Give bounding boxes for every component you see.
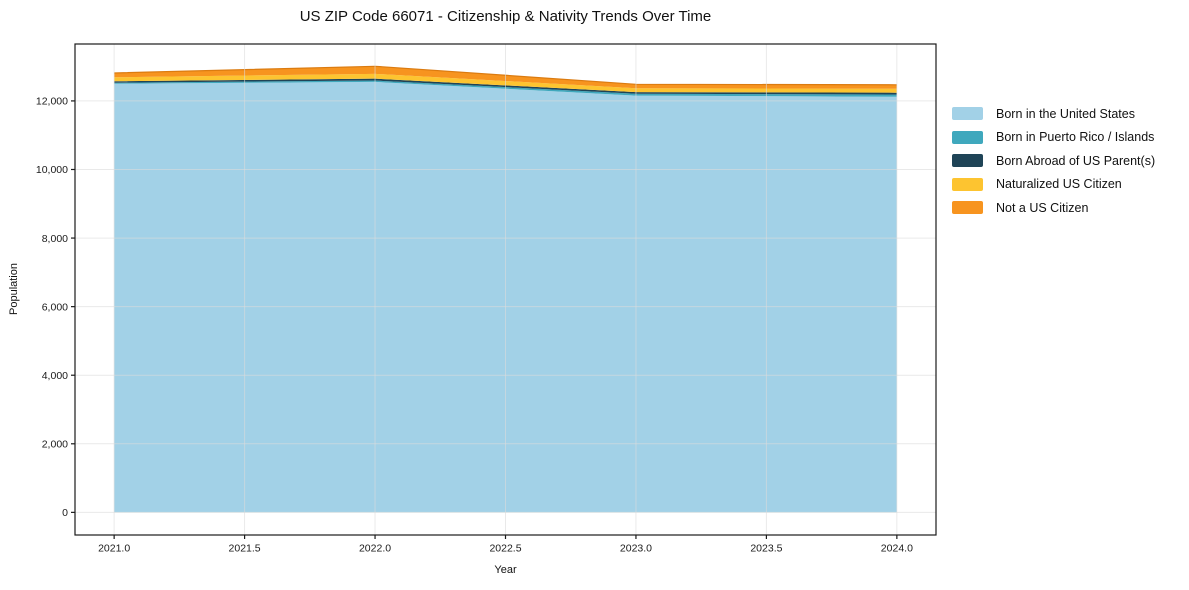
x-tick-label: 2024.0 bbox=[881, 543, 913, 555]
y-tick-label: 6,000 bbox=[42, 301, 68, 313]
x-tick-label: 2021.0 bbox=[98, 543, 130, 555]
y-tick-label: 2,000 bbox=[42, 438, 68, 450]
legend-item-born-abroad-of-us-parent-s: Born Abroad of US Parent(s) bbox=[952, 149, 1155, 173]
y-tick-label: 12,000 bbox=[36, 96, 68, 108]
y-tick-label: 0 bbox=[62, 507, 68, 519]
x-tick-label: 2023.5 bbox=[750, 543, 782, 555]
legend-swatch-icon bbox=[952, 154, 983, 168]
legend-swatch-icon bbox=[952, 177, 983, 191]
legend-item-not-a-us-citizen: Not a US Citizen bbox=[952, 196, 1155, 220]
x-tick-label: 2021.5 bbox=[229, 543, 261, 555]
legend: Born in the United States Born in Puerto … bbox=[952, 102, 1155, 220]
x-tick-label: 2022.0 bbox=[359, 543, 391, 555]
chart-title: US ZIP Code 66071 - Citizenship & Nativi… bbox=[299, 8, 712, 25]
legend-item-born-in-the-united-states: Born in the United States bbox=[952, 102, 1155, 126]
legend-swatch-icon bbox=[952, 107, 983, 121]
y-tick-label: 8,000 bbox=[42, 233, 68, 245]
legend-label: Naturalized US Citizen bbox=[996, 177, 1122, 192]
legend-label: Born in the United States bbox=[996, 106, 1135, 121]
legend-label: Born Abroad of US Parent(s) bbox=[996, 153, 1156, 168]
y-tick-label: 10,000 bbox=[36, 164, 68, 176]
legend-swatch-icon bbox=[952, 201, 983, 215]
x-axis-label: Year bbox=[494, 564, 517, 576]
x-tick-label: 2023.0 bbox=[620, 543, 652, 555]
legend-swatch-icon bbox=[952, 130, 983, 144]
y-tick-label: 4,000 bbox=[42, 370, 68, 382]
legend-item-naturalized-us-citizen: Naturalized US Citizen bbox=[952, 173, 1155, 197]
y-axis-label: Population bbox=[8, 263, 20, 315]
x-tick-label: 2022.5 bbox=[489, 543, 521, 555]
legend-item-born-in-puerto-rico-islands: Born in Puerto Rico / Islands bbox=[952, 126, 1155, 150]
legend-label: Not a US Citizen bbox=[996, 200, 1089, 215]
legend-label: Born in Puerto Rico / Islands bbox=[996, 130, 1155, 145]
